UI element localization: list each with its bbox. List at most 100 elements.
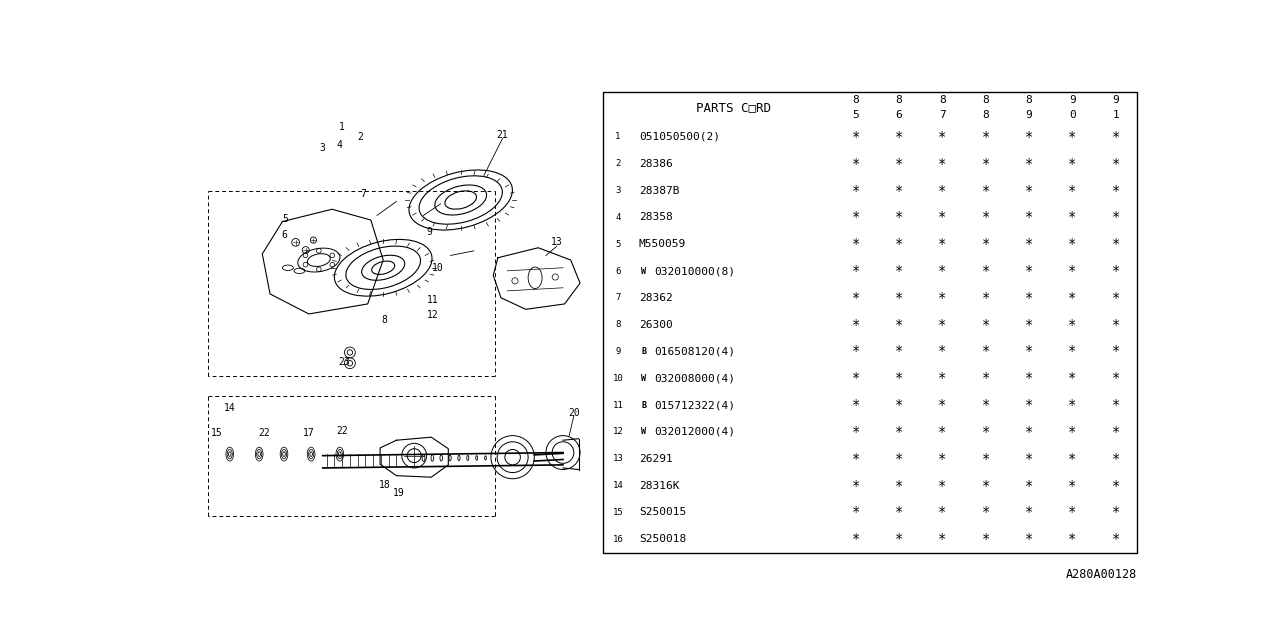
Bar bbox=[603, 124, 634, 150]
Bar bbox=[964, 419, 1007, 445]
Text: *: * bbox=[938, 157, 946, 171]
Bar bbox=[1007, 392, 1051, 419]
Text: *: * bbox=[895, 532, 904, 547]
Text: *: * bbox=[1111, 291, 1120, 305]
Text: *: * bbox=[982, 264, 989, 278]
Bar bbox=[603, 419, 634, 445]
Text: *: * bbox=[895, 237, 904, 252]
Bar bbox=[1007, 92, 1051, 124]
Text: 12: 12 bbox=[428, 310, 439, 321]
Text: 28386: 28386 bbox=[639, 159, 673, 169]
Bar bbox=[835, 445, 877, 472]
Text: *: * bbox=[1068, 371, 1076, 385]
Bar bbox=[964, 311, 1007, 338]
Bar bbox=[964, 284, 1007, 311]
Bar bbox=[920, 526, 964, 553]
Text: *: * bbox=[895, 130, 904, 144]
Bar bbox=[1051, 392, 1094, 419]
Text: 9: 9 bbox=[616, 347, 621, 356]
Bar bbox=[1007, 124, 1051, 150]
Text: *: * bbox=[1068, 398, 1076, 412]
Bar bbox=[835, 338, 877, 365]
Bar bbox=[920, 499, 964, 526]
Bar bbox=[1051, 177, 1094, 204]
Bar bbox=[603, 231, 634, 258]
Bar bbox=[835, 365, 877, 392]
Bar bbox=[1007, 231, 1051, 258]
Text: *: * bbox=[1068, 130, 1076, 144]
Text: 22: 22 bbox=[337, 426, 348, 436]
Text: 26300: 26300 bbox=[639, 319, 673, 330]
Text: *: * bbox=[938, 506, 946, 520]
Text: *: * bbox=[851, 425, 860, 439]
Text: *: * bbox=[851, 532, 860, 547]
Text: *: * bbox=[895, 398, 904, 412]
Text: *: * bbox=[982, 479, 989, 493]
Bar bbox=[835, 204, 877, 231]
Bar bbox=[603, 499, 634, 526]
Text: *: * bbox=[1111, 344, 1120, 358]
Text: 28358: 28358 bbox=[639, 212, 673, 222]
Text: 20: 20 bbox=[568, 408, 580, 417]
Bar bbox=[1051, 338, 1094, 365]
Text: B: B bbox=[641, 347, 646, 356]
Text: 7: 7 bbox=[616, 293, 621, 302]
Text: 15: 15 bbox=[613, 508, 623, 517]
Text: 14: 14 bbox=[224, 403, 236, 413]
Bar bbox=[603, 365, 634, 392]
Bar bbox=[920, 258, 964, 284]
Bar bbox=[603, 204, 634, 231]
Text: 28387B: 28387B bbox=[639, 186, 680, 196]
Bar bbox=[1007, 204, 1051, 231]
Text: 5: 5 bbox=[616, 240, 621, 249]
Bar bbox=[835, 177, 877, 204]
Bar bbox=[1007, 472, 1051, 499]
Text: *: * bbox=[938, 479, 946, 493]
Bar bbox=[1094, 365, 1137, 392]
Text: W: W bbox=[641, 266, 646, 276]
Bar bbox=[1051, 499, 1094, 526]
Bar bbox=[1007, 499, 1051, 526]
Text: B: B bbox=[641, 401, 646, 410]
Text: A280A00128: A280A00128 bbox=[1066, 568, 1137, 581]
Text: *: * bbox=[938, 344, 946, 358]
Text: 032012000(4): 032012000(4) bbox=[654, 427, 736, 437]
Bar bbox=[877, 150, 920, 177]
Bar bbox=[634, 204, 835, 231]
Text: *: * bbox=[851, 479, 860, 493]
Text: *: * bbox=[982, 211, 989, 225]
Bar bbox=[603, 150, 634, 177]
Text: *: * bbox=[895, 371, 904, 385]
Text: *: * bbox=[1025, 532, 1033, 547]
Bar bbox=[920, 124, 964, 150]
Text: *: * bbox=[1111, 479, 1120, 493]
Text: 8: 8 bbox=[616, 320, 621, 329]
Bar bbox=[920, 284, 964, 311]
Bar bbox=[964, 338, 1007, 365]
Bar bbox=[603, 338, 634, 365]
Text: 28362: 28362 bbox=[639, 293, 673, 303]
Text: 9: 9 bbox=[1069, 95, 1075, 105]
Bar bbox=[1007, 150, 1051, 177]
Bar bbox=[920, 92, 964, 124]
Text: *: * bbox=[938, 532, 946, 547]
Text: *: * bbox=[1025, 452, 1033, 466]
Text: *: * bbox=[1025, 130, 1033, 144]
Text: 2: 2 bbox=[616, 159, 621, 168]
Bar bbox=[1094, 124, 1137, 150]
Bar bbox=[920, 204, 964, 231]
Text: W: W bbox=[641, 374, 646, 383]
Bar bbox=[877, 365, 920, 392]
Text: 032010000(8): 032010000(8) bbox=[654, 266, 736, 276]
Bar bbox=[1094, 204, 1137, 231]
Text: 10: 10 bbox=[613, 374, 623, 383]
Bar bbox=[835, 472, 877, 499]
Text: *: * bbox=[938, 291, 946, 305]
Text: *: * bbox=[982, 532, 989, 547]
Bar bbox=[877, 499, 920, 526]
Bar bbox=[835, 150, 877, 177]
Bar bbox=[603, 284, 634, 311]
Text: *: * bbox=[938, 452, 946, 466]
Bar bbox=[964, 124, 1007, 150]
Bar bbox=[920, 150, 964, 177]
